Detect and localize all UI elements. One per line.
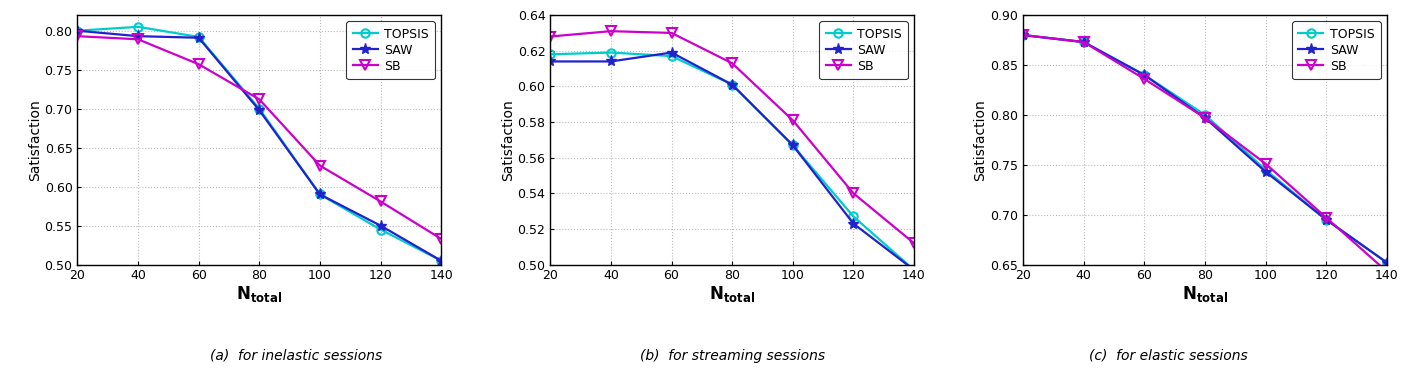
Line: TOPSIS: TOPSIS <box>1019 31 1391 267</box>
Line: SAW: SAW <box>1018 29 1393 268</box>
TOPSIS <box>1318 217 1335 222</box>
Legend: TOPSIS, SAW, SB: TOPSIS, SAW, SB <box>346 22 435 79</box>
SAW <box>1197 116 1214 120</box>
SAW <box>1015 33 1032 37</box>
SB <box>372 199 389 204</box>
TOPSIS <box>1015 33 1032 37</box>
SB <box>1378 269 1395 274</box>
SAW <box>905 268 922 272</box>
Y-axis label: Satisfaction: Satisfaction <box>973 99 987 181</box>
SB <box>845 191 862 195</box>
SAW <box>1378 260 1395 265</box>
TOPSIS <box>1378 260 1395 265</box>
TOPSIS <box>311 192 328 197</box>
SB <box>1197 116 1214 120</box>
Line: TOPSIS: TOPSIS <box>546 48 918 274</box>
SAW <box>130 34 146 39</box>
Line: SB: SB <box>73 31 446 244</box>
Legend: TOPSIS, SAW, SB: TOPSIS, SAW, SB <box>819 22 908 79</box>
SB <box>432 237 449 241</box>
SB <box>1257 161 1274 166</box>
TOPSIS <box>784 143 801 147</box>
SB <box>69 34 86 39</box>
SB <box>311 163 328 168</box>
TOPSIS <box>845 214 862 219</box>
SAW <box>372 223 389 228</box>
SB <box>603 29 620 33</box>
X-axis label: $\mathbf{N}_{\mathbf{total}}$: $\mathbf{N}_{\mathbf{total}}$ <box>710 284 755 304</box>
SAW <box>251 108 268 113</box>
TOPSIS <box>1076 40 1093 44</box>
SB <box>1136 77 1153 81</box>
Y-axis label: Satisfaction: Satisfaction <box>28 99 42 181</box>
SAW <box>432 259 449 263</box>
SAW <box>603 59 620 64</box>
SAW <box>1136 73 1153 77</box>
TOPSIS <box>190 35 207 39</box>
SAW <box>784 143 801 147</box>
TOPSIS <box>724 82 741 87</box>
SB <box>663 31 680 35</box>
Line: SAW: SAW <box>545 47 919 276</box>
SB <box>1015 33 1032 37</box>
Text: (a)  for inelastic sessions: (a) for inelastic sessions <box>210 349 382 363</box>
SAW <box>311 192 328 197</box>
TOPSIS <box>603 50 620 55</box>
Text: (b)  for streaming sessions: (b) for streaming sessions <box>639 349 825 363</box>
SB <box>130 37 146 42</box>
TOPSIS <box>372 227 389 232</box>
SAW <box>845 222 862 226</box>
SAW <box>663 50 680 55</box>
SB <box>724 61 741 65</box>
TOPSIS <box>542 52 559 57</box>
TOPSIS <box>251 107 268 111</box>
Line: TOPSIS: TOPSIS <box>73 23 445 265</box>
SAW <box>724 82 741 87</box>
Line: SAW: SAW <box>72 25 446 266</box>
SB <box>1076 40 1093 44</box>
SAW <box>1257 169 1274 174</box>
Line: SB: SB <box>545 26 919 248</box>
SB <box>190 62 207 67</box>
TOPSIS <box>1136 73 1153 77</box>
SB <box>905 241 922 245</box>
TOPSIS <box>1257 167 1274 172</box>
X-axis label: $\mathbf{N}_{\mathbf{total}}$: $\mathbf{N}_{\mathbf{total}}$ <box>237 284 283 304</box>
Legend: TOPSIS, SAW, SB: TOPSIS, SAW, SB <box>1293 22 1381 79</box>
Text: (c)  for elastic sessions: (c) for elastic sessions <box>1090 349 1247 363</box>
SAW <box>1076 40 1093 44</box>
TOPSIS <box>130 25 146 29</box>
SAW <box>69 28 86 33</box>
SAW <box>1318 217 1335 222</box>
SAW <box>542 59 559 64</box>
TOPSIS <box>1197 113 1214 117</box>
SB <box>251 97 268 102</box>
Line: SB: SB <box>1018 30 1391 276</box>
SB <box>1318 215 1335 220</box>
Y-axis label: Satisfaction: Satisfaction <box>501 99 515 181</box>
TOPSIS <box>905 268 922 272</box>
SAW <box>190 36 207 40</box>
SB <box>784 118 801 122</box>
TOPSIS <box>432 259 449 263</box>
TOPSIS <box>663 54 680 58</box>
SB <box>542 34 559 39</box>
X-axis label: $\mathbf{N}_{\mathbf{total}}$: $\mathbf{N}_{\mathbf{total}}$ <box>1181 284 1228 304</box>
TOPSIS <box>69 28 86 33</box>
